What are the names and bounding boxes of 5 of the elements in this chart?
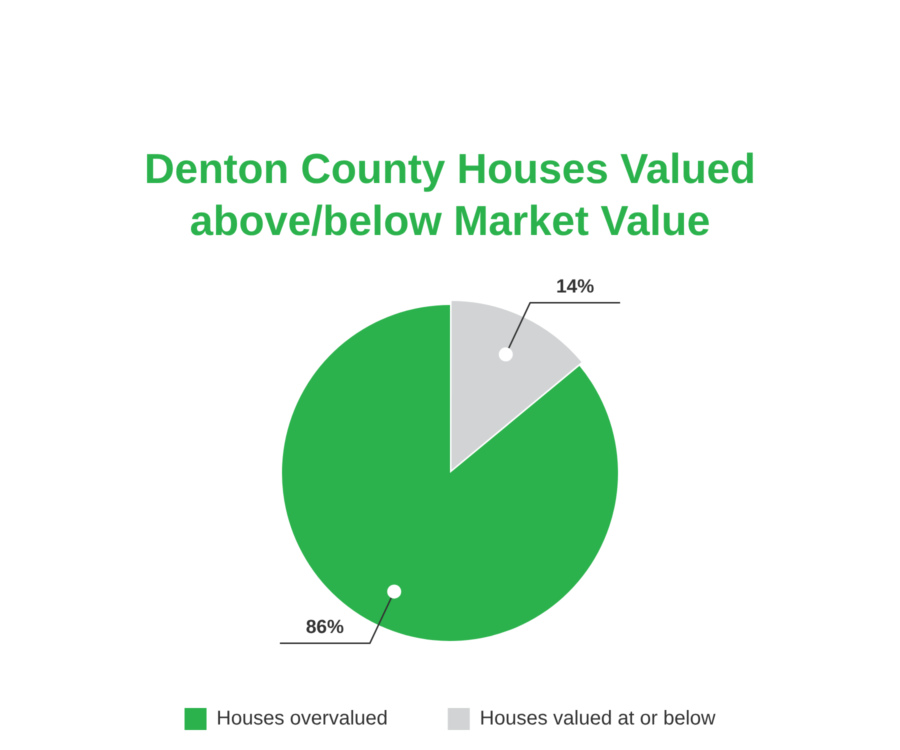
chart-title: Denton County Houses Valued above/below Market Value: [143, 144, 757, 246]
data-label: 14%: [556, 276, 594, 298]
legend-label: Houses overvalued: [216, 708, 388, 730]
legend-label: Houses valued at or below: [480, 708, 716, 730]
data-label: 86%: [306, 616, 344, 638]
